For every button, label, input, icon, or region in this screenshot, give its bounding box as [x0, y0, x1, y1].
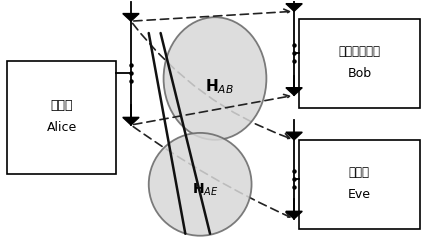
Text: 合法接收用户: 合法接收用户 — [337, 45, 380, 58]
Text: 发送者: 发送者 — [50, 99, 73, 112]
Polygon shape — [123, 117, 139, 125]
Text: Bob: Bob — [346, 67, 371, 80]
Polygon shape — [285, 132, 302, 140]
Text: $\mathbf{H}_{AB}$: $\mathbf{H}_{AB}$ — [205, 77, 234, 96]
Bar — [7, 61, 116, 174]
Polygon shape — [285, 211, 302, 219]
Bar — [298, 140, 419, 229]
Text: Eve: Eve — [347, 188, 370, 201]
Text: $\mathbf{H}_{AE}$: $\mathbf{H}_{AE}$ — [191, 182, 218, 198]
Polygon shape — [285, 88, 302, 95]
Ellipse shape — [163, 17, 266, 140]
Polygon shape — [285, 4, 302, 11]
Bar — [298, 19, 419, 108]
Text: 窃听者: 窃听者 — [348, 166, 369, 179]
Ellipse shape — [148, 133, 251, 236]
Text: Alice: Alice — [46, 121, 77, 134]
Polygon shape — [123, 14, 139, 21]
